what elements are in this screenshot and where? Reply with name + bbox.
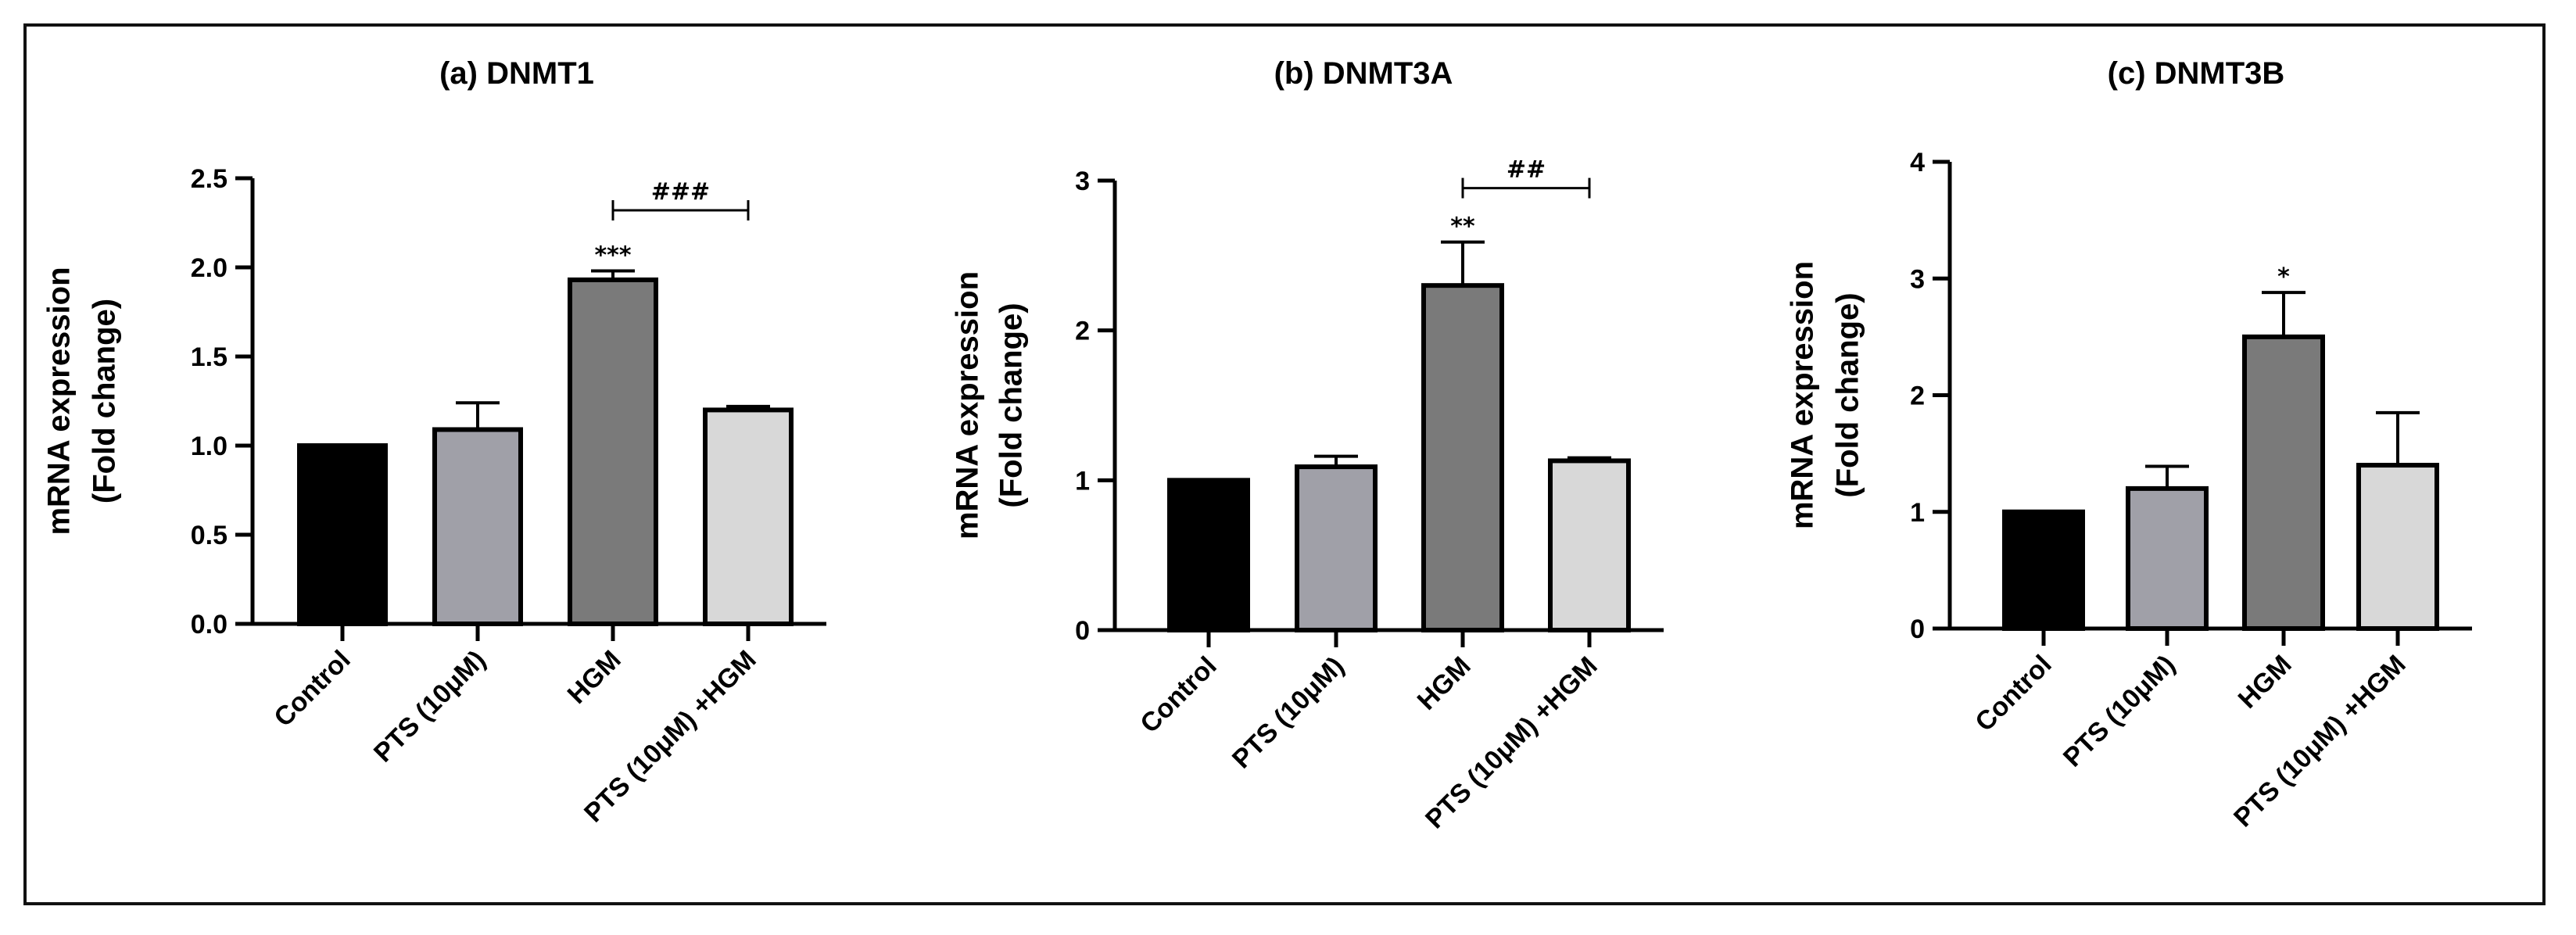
y-tick-label: 1 [1910,498,1925,528]
significance-stars: *** [594,242,631,270]
y-tick-label: 0 [1910,614,1925,644]
chart-title: (a) DNMT1 [439,56,594,91]
panel-dnmt3b: (c) DNMT3B mRNA expression (Fold change) 0 1… [1786,56,2472,833]
bracket-label: ## [1507,156,1546,184]
panel-dnmt1: (a) DNMT1 mRNA expression (Fold change) 0.0… [42,56,826,828]
bar-hgm [2242,334,2325,631]
y-tick-label: 2.0 [191,253,228,283]
bar-pts-10-m-hgm [703,407,794,627]
bar-control [1167,478,1250,632]
y-tick-label: 2 [1910,382,1925,411]
y-axis-title: mRNA expression [1786,261,1820,529]
bar-pts-10-m-hgm [2356,463,2439,631]
y-tick-label: 0.5 [191,521,228,550]
y-tick-label: 3 [1075,167,1090,196]
y-tick-label: 3 [1910,264,1925,294]
y-axis-title-units: (Fold change) [994,303,1029,507]
x-tick-label: Control [1134,651,1222,739]
x-tick-label: HGM [2233,650,2298,715]
panel-dnmt3a: (b) DNMT3A mRNA expression (Fold change) 0 1… [951,56,1664,834]
chart-title: (b) DNMT3A [1274,56,1453,91]
bar-pts-10-m- [432,427,523,626]
y-tick-label: 1.0 [191,432,228,461]
significance-stars: * [2277,263,2290,291]
bar-hgm [568,277,658,626]
bar-pts-10-m- [1295,464,1378,632]
y-tick-label: 4 [1910,148,1925,177]
x-tick-label: Control [268,645,356,733]
x-tick-label: PTS (10μM) [2058,650,2181,773]
bracket-label: ### [651,178,710,206]
y-tick-label: 0 [1075,616,1090,646]
figure-frame [23,23,2546,905]
significance-stars: ** [1450,213,1475,241]
x-tick-label: PTS (10μM) [1227,651,1350,775]
y-tick-label: 2.5 [191,164,228,194]
bar-pts-10-m-hgm [1548,458,1631,633]
y-axis-title: mRNA expression [42,267,77,535]
x-tick-label: Control [1969,650,2057,737]
y-axis-title: mRNA expression [951,271,985,539]
y-axis-title-units: (Fold change) [1831,292,1865,497]
bar-pts-10-m- [2126,485,2209,632]
y-tick-label: 1 [1075,466,1090,496]
y-tick-label: 2 [1075,317,1090,346]
bar-control [2002,509,2085,631]
y-tick-label: 1.5 [191,342,228,372]
bar-hgm [1421,283,1504,632]
chart-title: (c) DNMT3B [2108,56,2285,91]
y-tick-label: 0.0 [191,610,228,639]
x-tick-label: HGM [562,645,627,710]
x-tick-label: HGM [1412,651,1477,716]
y-axis-title-units: (Fold change) [88,299,122,503]
x-tick-label: PTS (10μM) [368,645,492,768]
bar-control [297,443,388,626]
